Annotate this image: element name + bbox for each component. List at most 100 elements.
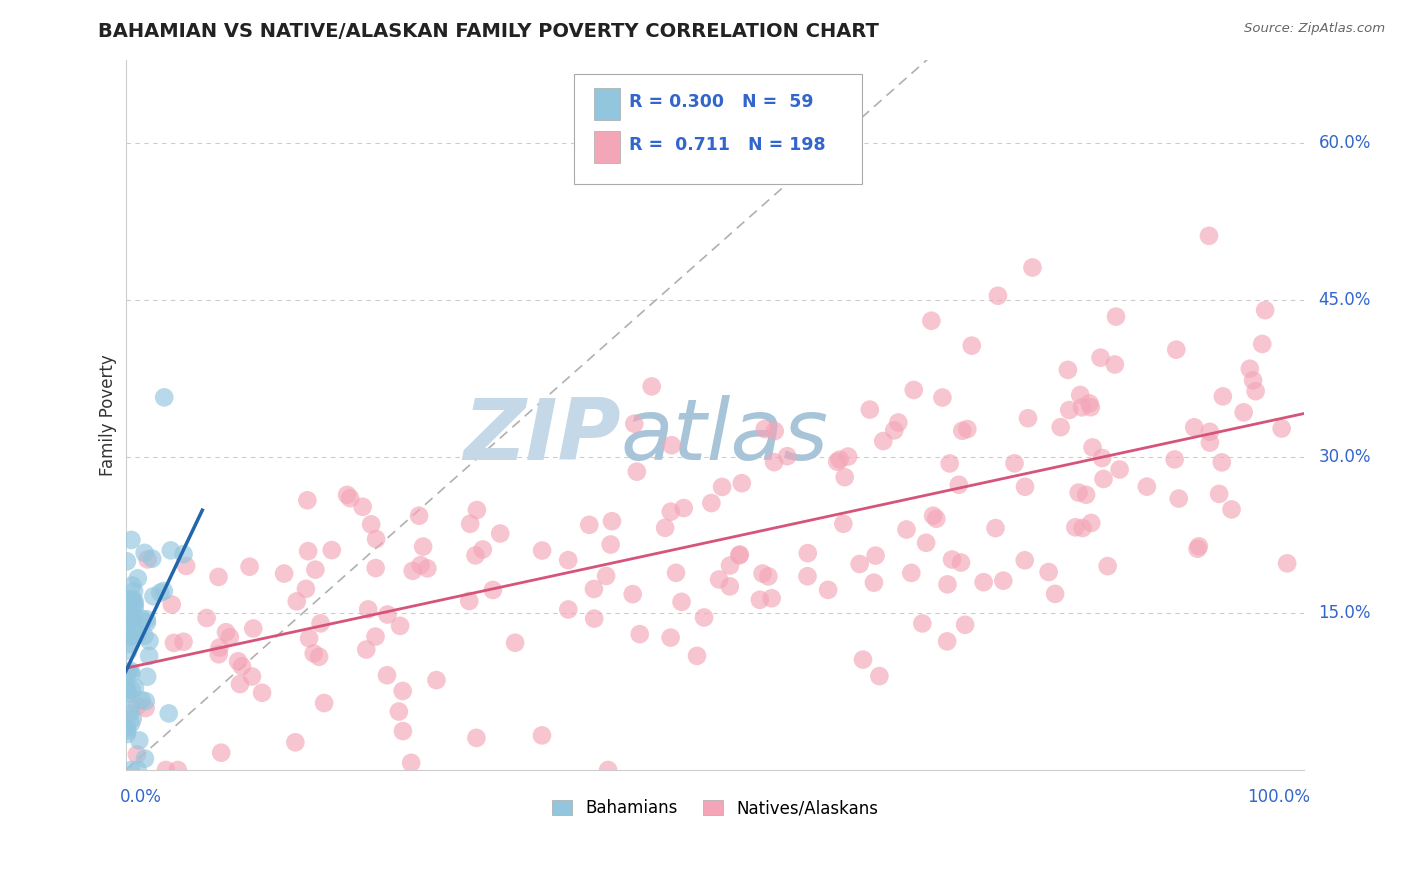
Point: [412, 540, 434, 554]
Point: [138, 634, 160, 648]
Point: [825, 455, 848, 469]
Point: [931, 391, 953, 405]
Point: [391, 684, 413, 698]
Point: [298, 632, 321, 646]
Point: [122, 624, 145, 639]
Point: [118, 630, 141, 644]
Point: [950, 556, 973, 570]
Point: [309, 616, 332, 631]
Point: [124, 610, 146, 624]
Point: [936, 577, 959, 591]
Point: [209, 746, 232, 760]
Point: [231, 659, 253, 673]
Point: [115, 667, 138, 681]
Point: [482, 582, 505, 597]
Point: [138, 648, 160, 663]
Point: [960, 338, 983, 352]
Text: BAHAMIAN VS NATIVE/ALASKAN FAMILY POVERTY CORRELATION CHART: BAHAMIAN VS NATIVE/ALASKAN FAMILY POVERT…: [98, 22, 879, 41]
Point: [120, 763, 142, 777]
Text: R = 0.300   N =  59: R = 0.300 N = 59: [628, 94, 814, 112]
Point: [1071, 401, 1094, 415]
Point: [273, 566, 295, 581]
Point: [215, 625, 238, 640]
Point: [458, 516, 481, 531]
Point: [700, 496, 723, 510]
Point: [208, 640, 231, 655]
Point: [163, 636, 186, 650]
Point: [471, 542, 494, 557]
Point: [936, 634, 959, 648]
Point: [304, 563, 326, 577]
Point: [242, 622, 264, 636]
Point: [938, 457, 960, 471]
Point: [1017, 411, 1039, 425]
Point: [1244, 384, 1267, 399]
Point: [136, 670, 159, 684]
Point: [297, 544, 319, 558]
Point: [124, 594, 146, 608]
Point: [1136, 480, 1159, 494]
Point: [360, 517, 382, 532]
Point: [1014, 480, 1036, 494]
Point: [120, 664, 142, 678]
Point: [377, 607, 399, 622]
Point: [122, 610, 145, 624]
Point: [127, 627, 149, 641]
Point: [872, 434, 894, 448]
Point: [1071, 521, 1094, 535]
Point: [364, 630, 387, 644]
Point: [1208, 487, 1230, 501]
Point: [115, 681, 138, 696]
Point: [120, 533, 142, 547]
Point: [834, 470, 856, 484]
Point: [920, 314, 942, 328]
Point: [120, 637, 142, 651]
Point: [837, 450, 859, 464]
Point: [1091, 450, 1114, 465]
Point: [1198, 228, 1220, 243]
Point: [136, 552, 159, 566]
Point: [748, 592, 770, 607]
Point: [136, 615, 159, 630]
Point: [598, 763, 620, 777]
Point: [817, 582, 839, 597]
Point: [120, 716, 142, 731]
Point: [314, 696, 336, 710]
Point: [131, 693, 153, 707]
Point: [583, 612, 606, 626]
Point: [925, 512, 948, 526]
Point: [956, 422, 979, 436]
Point: [973, 575, 995, 590]
Point: [628, 627, 651, 641]
Point: [686, 648, 709, 663]
Point: [121, 682, 143, 697]
Point: [707, 573, 730, 587]
Point: [1188, 539, 1211, 553]
Point: [1163, 452, 1185, 467]
Point: [458, 594, 481, 608]
Point: [1078, 396, 1101, 410]
Point: [117, 644, 139, 658]
Point: [756, 569, 779, 583]
Point: [859, 402, 882, 417]
Point: [115, 727, 138, 741]
Legend: Bahamians, Natives/Alaskans: Bahamians, Natives/Alaskans: [544, 791, 886, 826]
Point: [1081, 441, 1104, 455]
Point: [922, 508, 945, 523]
Point: [155, 763, 177, 777]
Point: [115, 683, 138, 698]
Point: [1057, 403, 1080, 417]
Point: [364, 532, 387, 546]
Point: [1108, 462, 1130, 476]
Text: atlas: atlas: [620, 394, 828, 477]
Point: [1239, 361, 1261, 376]
Y-axis label: Family Poverty: Family Poverty: [100, 354, 117, 475]
Point: [751, 566, 773, 581]
Point: [530, 728, 553, 742]
Text: 30.0%: 30.0%: [1319, 448, 1371, 466]
Point: [208, 647, 231, 661]
Point: [599, 537, 621, 551]
Bar: [593, 130, 620, 162]
Point: [1187, 541, 1209, 556]
Point: [797, 546, 820, 560]
